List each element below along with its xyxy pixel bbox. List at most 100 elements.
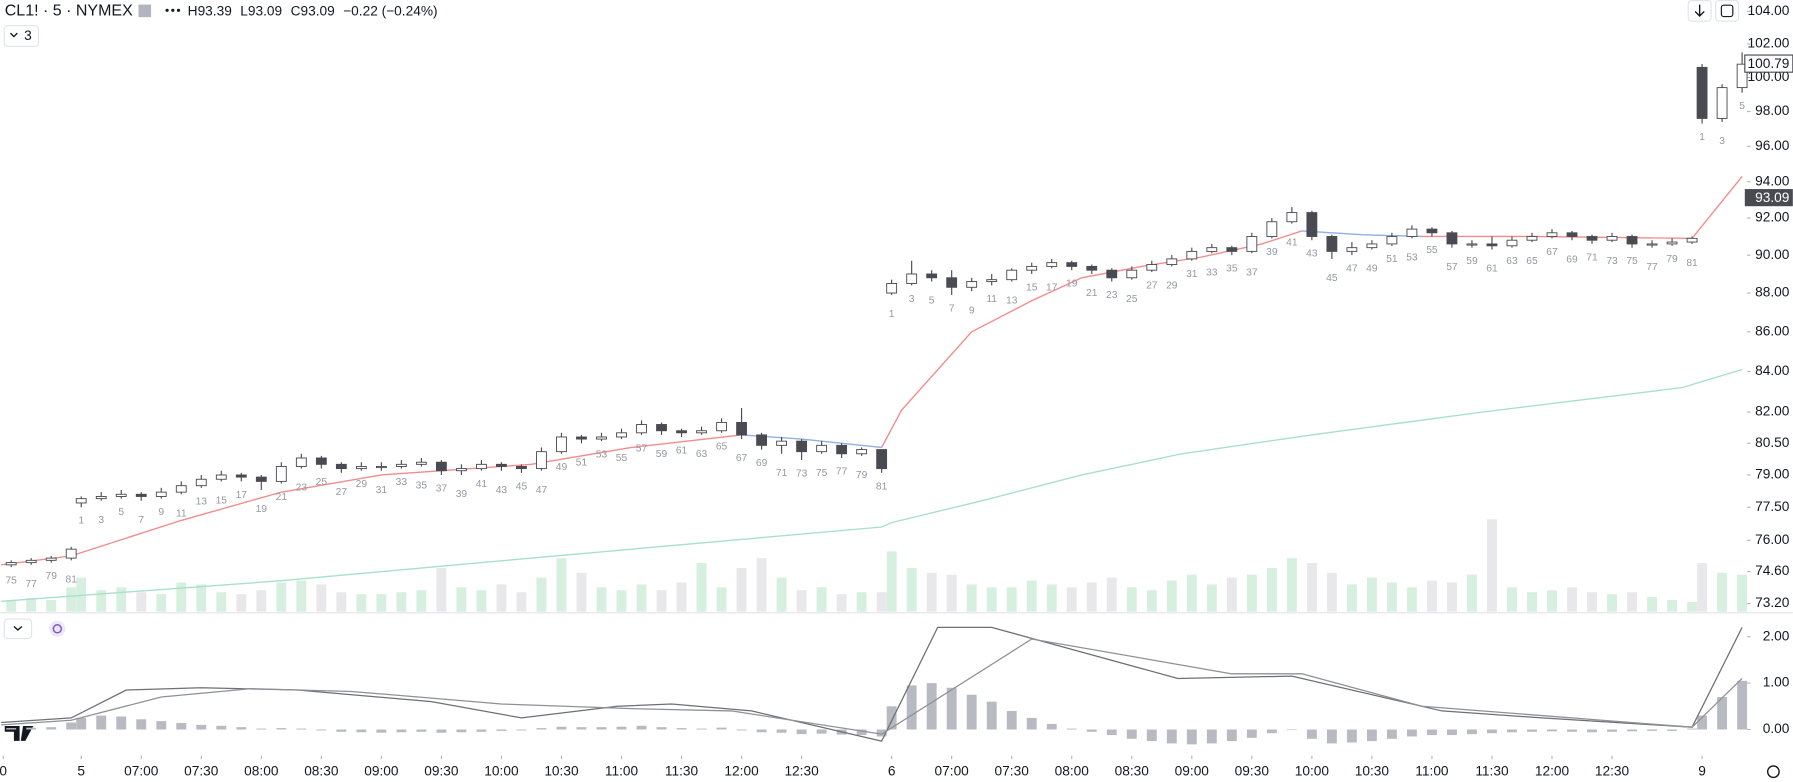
bar-number: 63 bbox=[696, 449, 708, 460]
candle-body bbox=[756, 434, 767, 446]
bar-number: 39 bbox=[456, 489, 468, 500]
candle-body bbox=[1126, 269, 1138, 279]
macd-histogram-bar bbox=[1126, 729, 1137, 739]
candle-body bbox=[796, 440, 808, 453]
candle-body bbox=[1206, 247, 1218, 252]
bar-number: 7 bbox=[949, 303, 955, 314]
bar-number: 5 bbox=[1739, 101, 1745, 112]
macd-histogram-bar bbox=[1146, 729, 1157, 742]
volume-bar bbox=[356, 594, 367, 612]
candle-body bbox=[1696, 66, 1708, 119]
candle-body bbox=[375, 466, 387, 469]
volume-bar bbox=[66, 587, 77, 612]
flag-icon[interactable] bbox=[138, 4, 152, 18]
macd-histogram-bar bbox=[1306, 729, 1317, 739]
x-tick-label: 09:30 bbox=[424, 763, 459, 778]
y-tick-label: 79.00 bbox=[1755, 467, 1790, 482]
candle-body bbox=[1626, 236, 1638, 245]
bar-number: 61 bbox=[1486, 264, 1498, 275]
bar-number: 3 bbox=[1719, 136, 1725, 147]
low-label: L bbox=[240, 3, 248, 18]
macd-histogram-bar bbox=[1446, 729, 1457, 736]
bar-number: 11 bbox=[986, 294, 997, 305]
x-tick-label: 08:30 bbox=[304, 763, 339, 778]
macd-histogram-bar bbox=[796, 729, 807, 735]
macd-histogram-bar bbox=[236, 727, 247, 730]
volume-bar bbox=[736, 567, 747, 612]
macd-histogram-bar bbox=[256, 728, 267, 730]
bar-number: 41 bbox=[1286, 238, 1298, 249]
y-tick-label: 100.00 bbox=[1747, 69, 1789, 84]
x-tick-label: 07:00 bbox=[935, 763, 970, 778]
x-tick-label: 07:30 bbox=[184, 763, 219, 778]
candle-body bbox=[1426, 228, 1438, 234]
y-tick-label: 77.50 bbox=[1755, 499, 1790, 514]
macd-histogram-bar bbox=[676, 728, 687, 730]
volume-bar bbox=[1737, 574, 1748, 612]
bar-number: 51 bbox=[576, 457, 588, 468]
bar-number: 67 bbox=[1546, 247, 1558, 258]
candle-body bbox=[1086, 265, 1098, 271]
candle-body bbox=[1666, 241, 1678, 245]
volume-bar bbox=[1366, 577, 1377, 612]
candle-body bbox=[1046, 262, 1058, 267]
bar-number: 57 bbox=[1446, 262, 1458, 273]
candle-body bbox=[926, 273, 938, 279]
macd-histogram-bar bbox=[946, 687, 957, 730]
volume-bar bbox=[926, 572, 937, 612]
volume-bar bbox=[836, 594, 847, 612]
x-tick-label: 10:00 bbox=[484, 763, 519, 778]
volume-bar bbox=[136, 592, 147, 612]
candle-body bbox=[65, 548, 77, 559]
x-tick-label: 11:30 bbox=[1475, 763, 1509, 778]
volume-bar bbox=[856, 592, 867, 612]
macd-histogram-bar bbox=[1507, 729, 1517, 733]
volume-bar bbox=[1246, 574, 1257, 612]
bar-number: 63 bbox=[1506, 256, 1518, 267]
volume-bar bbox=[536, 577, 547, 612]
y-tick-label: 84.00 bbox=[1755, 363, 1790, 378]
candle-body bbox=[836, 444, 848, 455]
volume-bar bbox=[116, 587, 127, 612]
volume-bar bbox=[1507, 587, 1517, 612]
bar-number: 45 bbox=[1326, 273, 1338, 284]
bar-number: 23 bbox=[1106, 290, 1118, 301]
bar-number: 9 bbox=[969, 305, 975, 316]
x-tick-label: 09:00 bbox=[1175, 763, 1210, 778]
macd-histogram-bar bbox=[1567, 729, 1577, 732]
sync-glyph bbox=[52, 624, 63, 634]
candle-body bbox=[1446, 232, 1458, 245]
bar-number: 81 bbox=[876, 481, 888, 492]
candle-body bbox=[596, 436, 607, 440]
y-tick-label: 82.00 bbox=[1755, 404, 1790, 419]
volume-bar bbox=[1487, 519, 1497, 612]
candle-body bbox=[1186, 250, 1198, 260]
candle-body bbox=[1066, 262, 1078, 267]
sync-icon[interactable] bbox=[49, 620, 66, 637]
bar-number: 39 bbox=[1266, 247, 1278, 258]
bar-number: 43 bbox=[1306, 249, 1318, 260]
price-marker-label: 93.09 bbox=[1755, 190, 1789, 205]
macd-histogram-bar bbox=[556, 726, 567, 730]
reset-button[interactable] bbox=[1715, 0, 1740, 22]
volume-bar bbox=[6, 599, 17, 612]
download-icon bbox=[1694, 4, 1705, 17]
macd-histogram-bar bbox=[1527, 729, 1537, 732]
pane-toggle[interactable] bbox=[3, 618, 33, 640]
volume-bar bbox=[196, 584, 207, 612]
more-icon[interactable] bbox=[165, 8, 181, 12]
x-tick-label: 12:00 bbox=[1535, 763, 1570, 778]
x-tick-label: 08:30 bbox=[1115, 763, 1150, 778]
volume-bar bbox=[516, 592, 527, 612]
macd-histogram-bar bbox=[76, 717, 87, 730]
macd-histogram-bar bbox=[886, 706, 897, 730]
settings-icon[interactable] bbox=[1766, 765, 1780, 779]
macd-histogram-bar bbox=[1647, 729, 1657, 731]
indicators-toggle[interactable] bbox=[3, 25, 40, 47]
bar-number: 27 bbox=[336, 487, 348, 498]
y-tick-label: 88.00 bbox=[1755, 285, 1790, 300]
macd-histogram-bar bbox=[596, 727, 607, 730]
volume-bar bbox=[476, 590, 487, 612]
macd-histogram-bar bbox=[216, 725, 227, 730]
logo[interactable] bbox=[4, 725, 34, 741]
